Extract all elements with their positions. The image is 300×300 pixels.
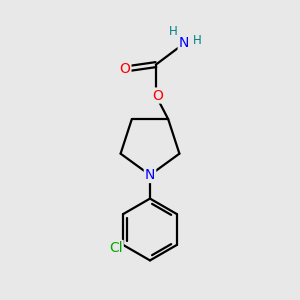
Text: O: O [119,62,130,76]
Text: N: N [179,35,189,50]
Text: H: H [193,34,202,47]
Text: O: O [152,88,163,103]
Text: N: N [145,168,155,182]
Text: H: H [169,25,177,38]
Text: Cl: Cl [109,241,123,255]
